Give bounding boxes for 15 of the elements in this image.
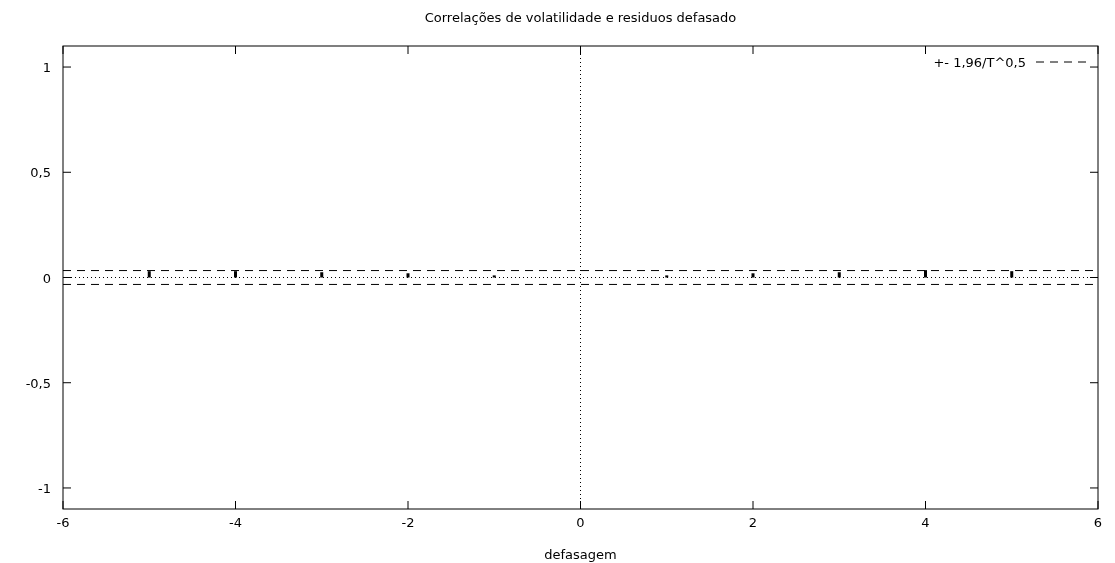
x-tick-label: -2 xyxy=(401,515,415,530)
y-tick-label: -1 xyxy=(38,480,51,496)
x-tick-label: 4 xyxy=(921,515,930,530)
x-tick-label: 0 xyxy=(576,515,585,530)
chart-title: Correlações de volatilidade e residuos defasado xyxy=(424,10,737,25)
x-tick-label: 6 xyxy=(1093,515,1103,530)
y-tick-label: 0,5 xyxy=(30,165,51,181)
y-tick-label: -0,5 xyxy=(25,375,51,391)
y-tick-label: 0 xyxy=(42,270,51,286)
y-tick-label: 1 xyxy=(42,60,51,76)
legend-label: +- 1,96/T^0,5 xyxy=(933,55,1026,70)
x-tick-label: -6 xyxy=(56,515,70,530)
x-tick-label: -4 xyxy=(229,515,242,530)
x-tick-label: 2 xyxy=(748,515,758,530)
x-axis-title: defasagem xyxy=(544,547,617,562)
